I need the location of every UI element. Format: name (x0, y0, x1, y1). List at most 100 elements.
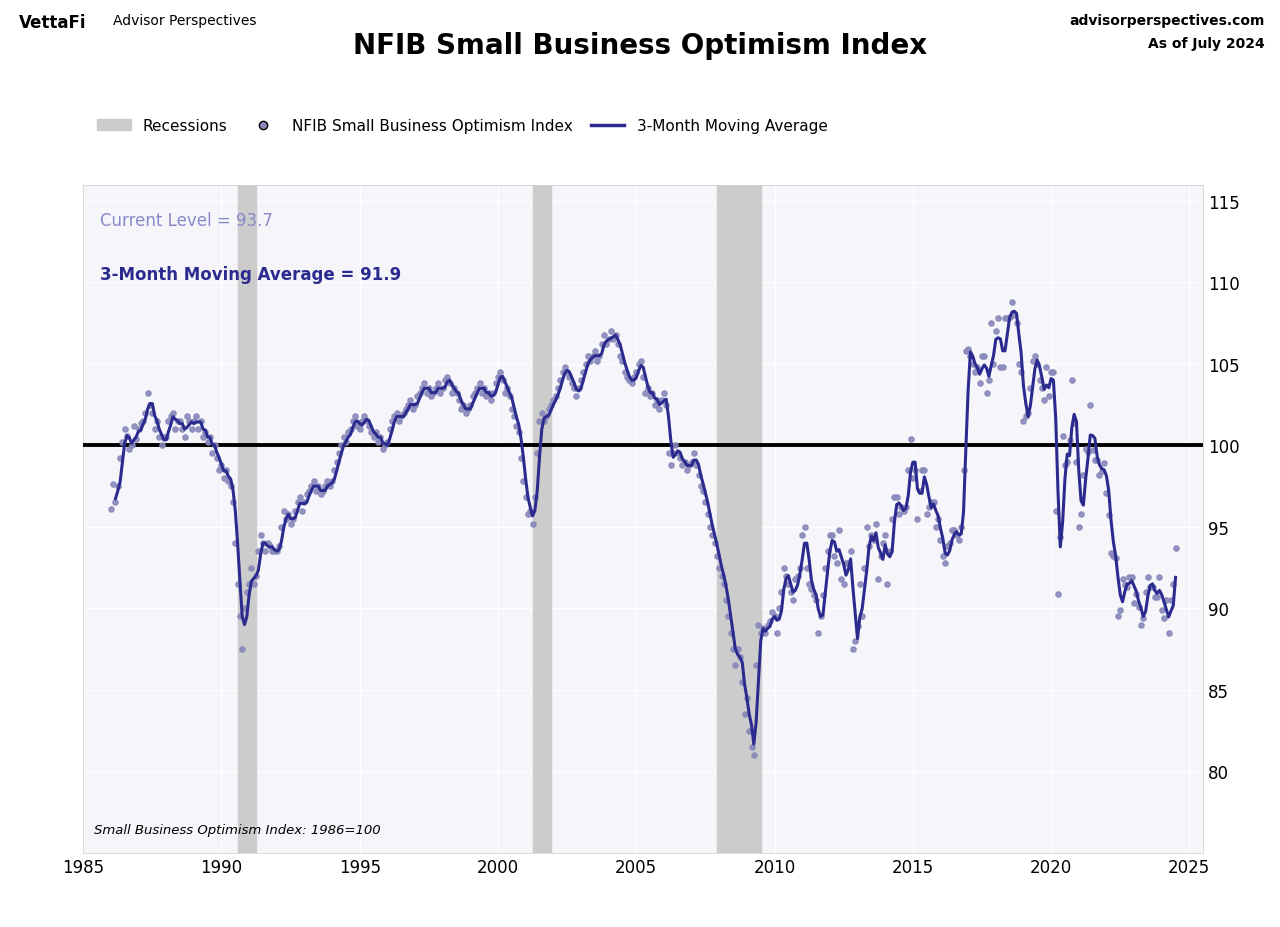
Point (1124, 596, 1144, 611)
Point (845, 634, 865, 649)
Point (654, 387, 675, 401)
Point (1023, 354, 1043, 369)
Point (968, 361, 988, 375)
Point (767, 626, 787, 641)
Point (289, 490, 310, 505)
Point (1071, 507, 1092, 522)
Point (470, 376, 490, 391)
Point (105, 495, 125, 510)
Point (116, 428, 137, 443)
Point (335, 435, 356, 450)
Point (367, 435, 388, 450)
Point (1133, 611, 1153, 626)
Point (430, 387, 451, 401)
Point (497, 382, 517, 397)
Point (818, 544, 838, 559)
Legend: Recessions, NFIB Small Business Optimism Index, 3-Month Moving Average: Recessions, NFIB Small Business Optimism… (91, 113, 833, 140)
Point (274, 503, 294, 518)
Point (248, 544, 269, 559)
Point (554, 361, 575, 375)
Point (744, 748, 764, 763)
Point (658, 447, 678, 462)
Point (102, 477, 123, 492)
Point (378, 435, 398, 450)
Point (596, 337, 617, 352)
Point (1043, 365, 1064, 380)
Point (1055, 458, 1075, 473)
Point (739, 723, 759, 738)
Point (603, 333, 623, 348)
Point (172, 422, 192, 437)
Point (749, 617, 769, 632)
Point (511, 451, 531, 466)
Point (133, 414, 154, 429)
Point (548, 382, 568, 397)
Point (529, 414, 549, 429)
Point (621, 376, 641, 391)
Point (266, 544, 287, 559)
Point (988, 311, 1009, 326)
Point (1110, 603, 1130, 617)
Point (879, 544, 900, 559)
Point (735, 707, 755, 722)
Point (645, 398, 666, 413)
Point (698, 507, 718, 522)
Point (813, 589, 833, 603)
Text: Small Business Optimism Index: 1986=100: Small Business Optimism Index: 1986=100 (95, 823, 381, 836)
Point (1052, 428, 1073, 443)
Point (246, 568, 266, 583)
Point (439, 376, 460, 391)
Point (401, 393, 421, 408)
Point (140, 398, 160, 413)
Point (831, 572, 851, 587)
Point (605, 328, 626, 343)
Point (136, 406, 156, 421)
Point (1075, 441, 1096, 456)
Point (243, 577, 264, 591)
Point (632, 370, 653, 385)
Point (1048, 587, 1069, 602)
Point (1020, 382, 1041, 397)
Point (623, 370, 644, 385)
Point (343, 414, 364, 429)
Point (614, 365, 635, 380)
Point (458, 402, 479, 417)
Point (1092, 464, 1112, 479)
Point (179, 414, 200, 429)
Point (216, 463, 237, 477)
Point (628, 357, 649, 372)
Point (726, 658, 746, 673)
Point (1006, 316, 1027, 331)
Point (493, 374, 513, 388)
Point (760, 615, 781, 629)
Point (352, 414, 372, 429)
Point (948, 533, 969, 548)
Point (983, 357, 1004, 372)
Point (444, 382, 465, 397)
Point (815, 561, 836, 576)
Point (1138, 570, 1158, 585)
Point (1135, 585, 1156, 600)
Point (611, 349, 631, 363)
Point (552, 365, 572, 380)
Point (1041, 365, 1061, 380)
Point (655, 398, 676, 413)
Point (483, 387, 503, 401)
Point (148, 430, 169, 445)
Point (1038, 389, 1059, 404)
Text: Advisor Perspectives: Advisor Perspectives (113, 14, 256, 28)
Point (905, 463, 925, 477)
Point (433, 382, 453, 397)
Point (689, 468, 709, 483)
Point (379, 422, 399, 437)
Point (957, 342, 978, 357)
Point (174, 430, 195, 445)
Point (769, 602, 790, 616)
Point (1032, 382, 1052, 397)
Point (520, 503, 540, 518)
Point (370, 430, 390, 445)
Point (585, 344, 605, 359)
Point (545, 389, 566, 404)
Point (425, 382, 445, 397)
Point (582, 349, 603, 363)
